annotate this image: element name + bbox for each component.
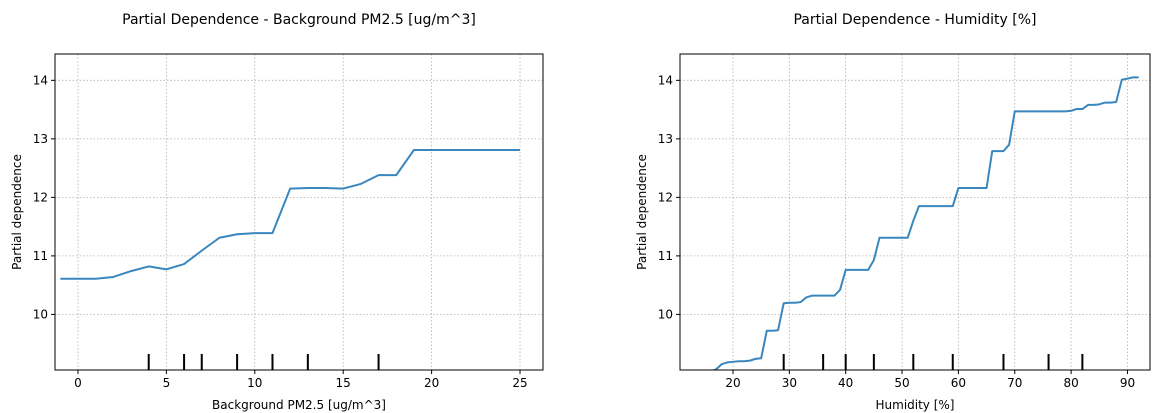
x-tick-label: 5 bbox=[163, 376, 171, 390]
y-tick-label: 11 bbox=[33, 249, 48, 263]
partial-dependence-line bbox=[710, 76, 1139, 370]
y-tick-label: 10 bbox=[658, 307, 673, 321]
y-tick-label: 12 bbox=[33, 190, 48, 204]
x-tick-label: 30 bbox=[782, 376, 797, 390]
y-tick-label: 14 bbox=[658, 73, 673, 87]
y-tick-label: 13 bbox=[658, 132, 673, 146]
x-tick-label: 20 bbox=[424, 376, 439, 390]
x-tick-label: 25 bbox=[512, 376, 527, 390]
partial-dependence-line bbox=[60, 148, 521, 280]
x-axis-label: Background PM2.5 [ug/m^3] bbox=[212, 398, 386, 412]
chart-title: Partial Dependence - Humidity [%] bbox=[793, 12, 1036, 28]
y-tick-label: 10 bbox=[33, 307, 48, 321]
x-tick-label: 0 bbox=[74, 376, 82, 390]
x-axis-label: Humidity [%] bbox=[876, 398, 955, 412]
x-tick-label: 20 bbox=[725, 376, 740, 390]
y-tick-label: 14 bbox=[33, 73, 48, 87]
axes-frame bbox=[679, 53, 1151, 371]
x-tick-label: 40 bbox=[838, 376, 853, 390]
x-tick-label: 70 bbox=[1007, 376, 1022, 390]
axes-frame bbox=[54, 53, 544, 371]
x-tick-label: 15 bbox=[336, 376, 351, 390]
x-tick-label: 60 bbox=[951, 376, 966, 390]
x-tick-label: 10 bbox=[247, 376, 262, 390]
background-pm25-panel: Partial Dependence - Background PM2.5 [u… bbox=[10, 12, 544, 412]
y-tick-label: 11 bbox=[658, 249, 673, 263]
humidity-panel: Partial Dependence - Humidity [%] 20 30 40 5… bbox=[635, 12, 1151, 412]
x-tick-label: 80 bbox=[1063, 376, 1078, 390]
chart-title: Partial Dependence - Background PM2.5 [u… bbox=[122, 12, 476, 28]
y-axis-label: Partial dependence bbox=[10, 154, 24, 270]
x-tick-label: 90 bbox=[1120, 376, 1135, 390]
x-tick-label: 50 bbox=[894, 376, 909, 390]
y-tick-label: 12 bbox=[658, 190, 673, 204]
y-axis-label: Partial dependence bbox=[635, 154, 649, 270]
y-tick-label: 13 bbox=[33, 132, 48, 146]
